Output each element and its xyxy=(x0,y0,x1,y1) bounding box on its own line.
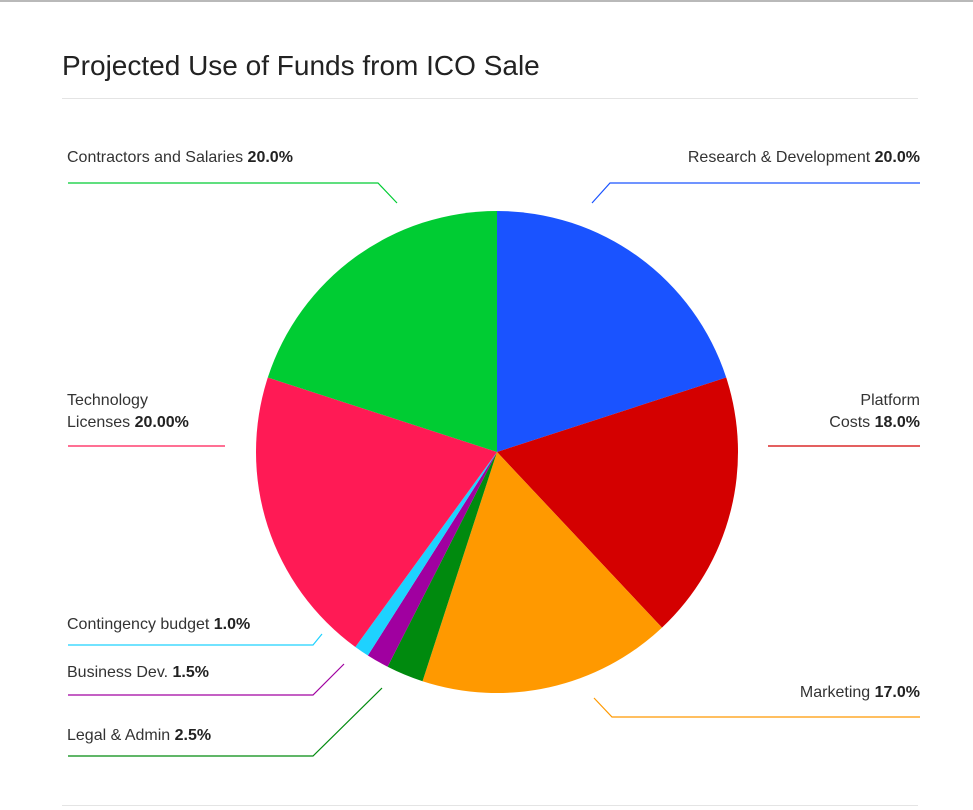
divider xyxy=(62,98,918,99)
slice-label: Marketing 17.0% xyxy=(800,682,920,704)
leader-line xyxy=(68,633,323,646)
category-label: Contractors and Salaries xyxy=(67,149,244,166)
pie-slice xyxy=(367,452,497,667)
pie-slice xyxy=(387,452,497,682)
value-label: 17.0% xyxy=(874,684,920,701)
slice-label: Research & Development 20.0% xyxy=(688,147,920,169)
leader-line xyxy=(68,663,345,696)
slice-label: Technology Licenses 20.00% xyxy=(67,390,207,434)
pie-slice xyxy=(422,452,662,694)
value-label: 20.00% xyxy=(134,414,189,431)
pie-slice xyxy=(267,211,497,452)
value-label: 20.0% xyxy=(874,149,920,166)
divider xyxy=(62,805,918,806)
category-label: Contingency budget xyxy=(67,616,210,633)
category-label: Platform Costs xyxy=(829,392,920,431)
pie-slice xyxy=(497,377,739,628)
leader-line xyxy=(68,687,383,757)
category-label: Legal & Admin xyxy=(67,727,171,744)
value-label: 1.5% xyxy=(172,664,209,681)
value-label: 2.5% xyxy=(174,727,212,744)
value-label: 20.0% xyxy=(247,149,293,166)
category-label: Marketing xyxy=(799,684,871,701)
value-label: 18.0% xyxy=(874,414,920,431)
slice-label: Platform Costs 18.0% xyxy=(820,390,920,434)
category-label: Business Dev. xyxy=(67,664,169,681)
slice-label: Legal & Admin 2.5% xyxy=(67,725,211,747)
leader-line xyxy=(591,182,920,204)
pie-slice xyxy=(355,452,497,656)
slice-label: Contingency budget 1.0% xyxy=(67,614,250,636)
slice-label: Contractors and Salaries 20.0% xyxy=(67,147,293,169)
chart-title: Projected Use of Funds from ICO Sale xyxy=(62,50,540,81)
slice-label: Business Dev. 1.5% xyxy=(67,662,209,684)
pie-slice xyxy=(497,211,727,452)
pie-slice xyxy=(256,377,497,647)
category-label: Research & Development xyxy=(687,149,871,166)
leader-line xyxy=(593,697,920,718)
value-label: 1.0% xyxy=(213,616,251,633)
leader-line xyxy=(68,182,398,204)
category-label: Technology Licenses xyxy=(67,392,148,431)
